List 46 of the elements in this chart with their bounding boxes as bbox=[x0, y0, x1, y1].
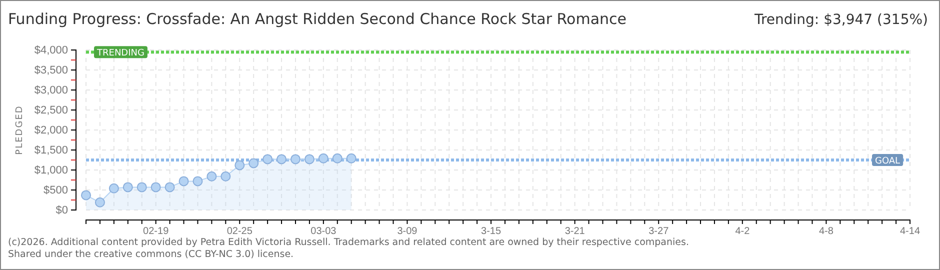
y-tick-label: $1,000 bbox=[34, 164, 68, 177]
point bbox=[346, 153, 356, 164]
y-tick-label: $2,000 bbox=[34, 124, 68, 137]
point bbox=[122, 182, 133, 192]
text: Trending: $3,947 (315%) bbox=[753, 12, 928, 28]
point bbox=[192, 176, 203, 186]
point bbox=[276, 154, 287, 164]
x-tick-label: 3-27 bbox=[648, 226, 670, 238]
y-tick-label: $2,500 bbox=[34, 104, 68, 117]
point bbox=[206, 171, 217, 182]
point bbox=[81, 190, 91, 200]
point bbox=[318, 153, 328, 164]
x-tick-label: 4-14 bbox=[900, 226, 920, 238]
chart-title: Funding Progress: Crossfade: An Angst Ridden Second Chance Rock Star Romance bbox=[8, 10, 626, 28]
point bbox=[150, 182, 161, 192]
point bbox=[136, 182, 147, 192]
x-tick-label: 4-8 bbox=[818, 226, 834, 238]
point bbox=[234, 160, 245, 170]
y-tick-label: $0 bbox=[56, 204, 68, 217]
x-tick-label: 4-2 bbox=[735, 226, 750, 238]
y-tick-label: $3,500 bbox=[34, 64, 68, 77]
point bbox=[164, 182, 175, 192]
ref-line-label: TRENDING bbox=[96, 48, 144, 59]
y-tick-label: $4,000 bbox=[34, 44, 68, 57]
ref-line-label: GOAL bbox=[875, 156, 900, 166]
point bbox=[332, 153, 342, 164]
point bbox=[94, 197, 105, 208]
x-tick-label: 03-03 bbox=[310, 226, 337, 238]
x-tick-label: 02-25 bbox=[226, 226, 253, 238]
text: (c)2026. Additional content provided by Petra Edith Victoria Russell. Trademarks and related content are owned by their respective companies. bbox=[8, 237, 689, 248]
x-tick-label: 3-21 bbox=[564, 226, 586, 238]
x-tick-label: 3-15 bbox=[481, 226, 502, 238]
y-tick-label: $500 bbox=[44, 184, 68, 197]
point bbox=[262, 154, 273, 164]
y-axis-title: PLEDGED bbox=[15, 105, 25, 155]
point bbox=[220, 171, 231, 182]
point bbox=[108, 183, 119, 194]
point bbox=[178, 176, 189, 186]
point bbox=[290, 154, 300, 164]
y-tick-label: $1,500 bbox=[34, 144, 68, 157]
point bbox=[248, 158, 259, 168]
point bbox=[304, 154, 314, 164]
x-tick-label: 3-09 bbox=[397, 226, 418, 238]
x-tick-label: 02-19 bbox=[143, 226, 170, 238]
y-tick-label: $3,000 bbox=[34, 84, 68, 97]
text: Shared under the creative commons (CC BY-NC 3.0) license. bbox=[8, 249, 294, 260]
